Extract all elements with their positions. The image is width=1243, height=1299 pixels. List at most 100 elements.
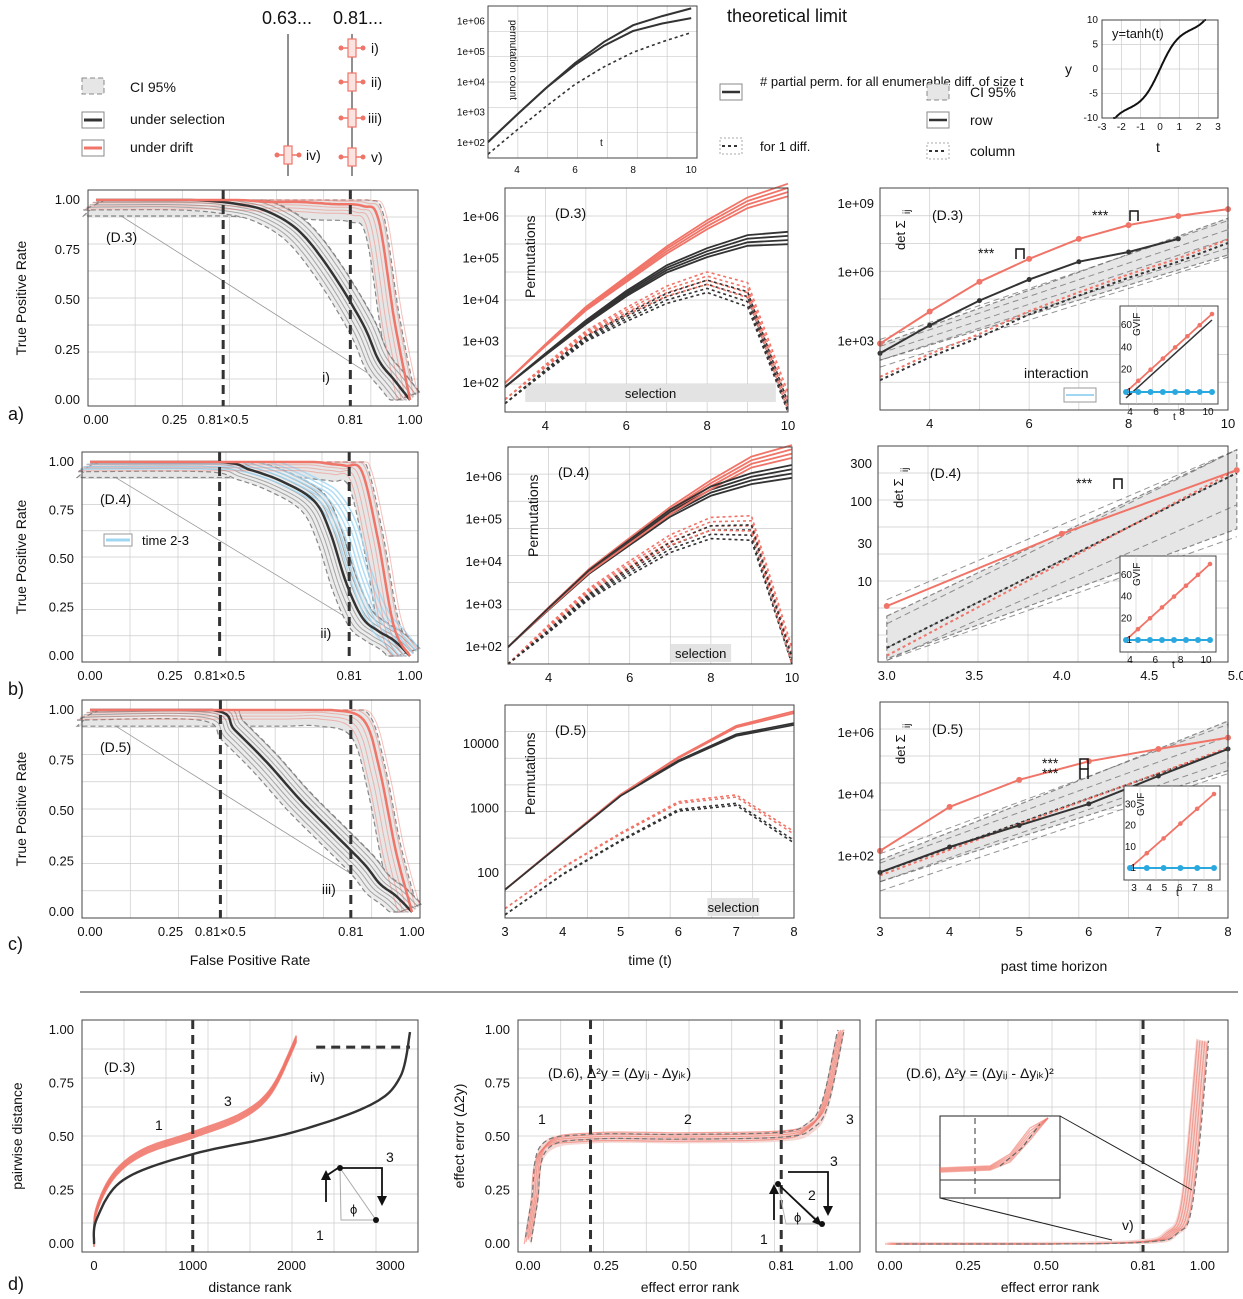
selection-replicate [86,206,401,401]
drift-line [504,195,789,384]
zoom-drift-line [939,1117,1049,1172]
drift-point [883,603,890,610]
selection-band [525,384,776,402]
plot-frame [1101,19,1219,119]
xtick: 10 [686,165,698,176]
significance-stars: *** [1042,755,1059,771]
xtick: 6 [1085,924,1092,939]
xtick: 0.25 [955,1258,980,1273]
ytick: 1e+05 [457,47,486,58]
panel-tag: (D.4) [930,465,961,481]
gvif-xtick: 6 [1177,883,1183,894]
selection-band [707,898,760,916]
triangle-vertex [373,1217,379,1223]
curve-label: 3 [224,1093,232,1109]
xtick: 3.0 [878,668,896,683]
boxplot-outlier [296,152,302,158]
ytick: 1e+04 [837,787,874,802]
xtick: 10 [781,418,795,433]
xtick: 4.0 [1053,668,1071,683]
legend-column-label: column [970,143,1015,159]
selection-replicate [83,712,406,913]
legend-row-label: row [970,112,993,128]
xtick: 7 [1155,924,1162,939]
tanh-curve [1113,19,1206,119]
gvif-xtick: 10 [1200,655,1212,666]
selection-point [947,844,953,850]
ytick: 0.25 [55,342,80,357]
ytick: 0.00 [485,1236,510,1251]
legend-rowcol-ci-swatch [926,83,950,101]
zoom-drift-line [939,1117,1049,1170]
xtick: 1.00 [397,412,422,427]
ytick: -5 [1089,89,1098,100]
legend-ci-swatch [81,77,105,95]
xtick: 0.81×0.5 [195,924,246,939]
boxplot-outlier [338,115,344,121]
drift-replicate [531,1029,845,1236]
boxplot-label: i) [371,40,379,56]
xtick: 0.25 [162,412,187,427]
plot-frame [517,1019,861,1253]
gvif-label: GVIF [1136,793,1147,816]
column-line-drift [886,468,1238,657]
dist-xlabel: distance rank [208,1279,292,1295]
ytick: 1e+06 [837,265,874,280]
boxplot-outlier [338,45,344,51]
gvif-interaction-point [1209,389,1215,395]
selection-column-line [504,291,789,413]
significance-stars: *** [1092,207,1109,223]
gvif-xtick: 3 [1131,883,1137,894]
xtick: 7 [733,924,740,939]
tanh-xlabel: t [1156,139,1160,155]
xtick: 6 [1026,416,1033,431]
xtick: 0 [1157,122,1163,133]
column-line-drift [879,746,1229,877]
ytick: 0.50 [49,803,74,818]
arrow-head [377,1196,387,1206]
selection-replicate [96,709,419,908]
ytick: 1e+03 [462,333,499,348]
xtick: 3000 [376,1258,405,1273]
drift-replicate [78,470,399,657]
xtick: 0.00 [77,924,102,939]
zoom-ci-line [999,1123,1041,1167]
xtick: 5 [617,924,624,939]
gvif-drift-point [1159,605,1165,610]
plot-frame [81,699,421,919]
perm-ylabel: Permutations [525,475,541,557]
drift-point [1016,776,1023,783]
xtick: 1.00 [399,924,424,939]
plot-frame [81,451,419,663]
ytick: 0.50 [485,1129,510,1144]
gvif-interaction-point [1123,389,1129,395]
panel-tag: (D.5) [100,739,131,755]
gvif-interaction-point [1147,389,1154,395]
drift-line [90,460,412,657]
gvif-interaction-point [1143,865,1150,871]
selection-point [1155,773,1161,779]
xtick: 4 [545,670,552,685]
row-label: c) [8,934,23,954]
drift-line [504,182,789,384]
row-label: a) [8,404,24,424]
xtick: 4 [542,418,549,433]
legend-selection-label: under selection [130,111,225,127]
gvif-label: GVIF [1132,563,1143,586]
gvif-drift-point [1172,345,1178,350]
xtick: 6 [572,165,578,176]
gvif-interaction-point [1159,637,1165,643]
ytick: 0.50 [55,292,80,307]
significance-bracket [1079,758,1089,769]
xtick: 1 [1177,122,1183,133]
ytick: 10 [858,574,872,589]
selection-line [504,230,789,388]
ytick: 1e+06 [465,469,502,484]
ytick: 1e+06 [837,725,874,740]
ci-replicate [886,449,1237,601]
xtick: 1.00 [397,668,422,683]
triangle-edge [340,1167,383,1200]
gvif-drift-point [1211,791,1217,797]
drift-replicate [78,717,401,913]
plot-frame [875,1019,1229,1253]
